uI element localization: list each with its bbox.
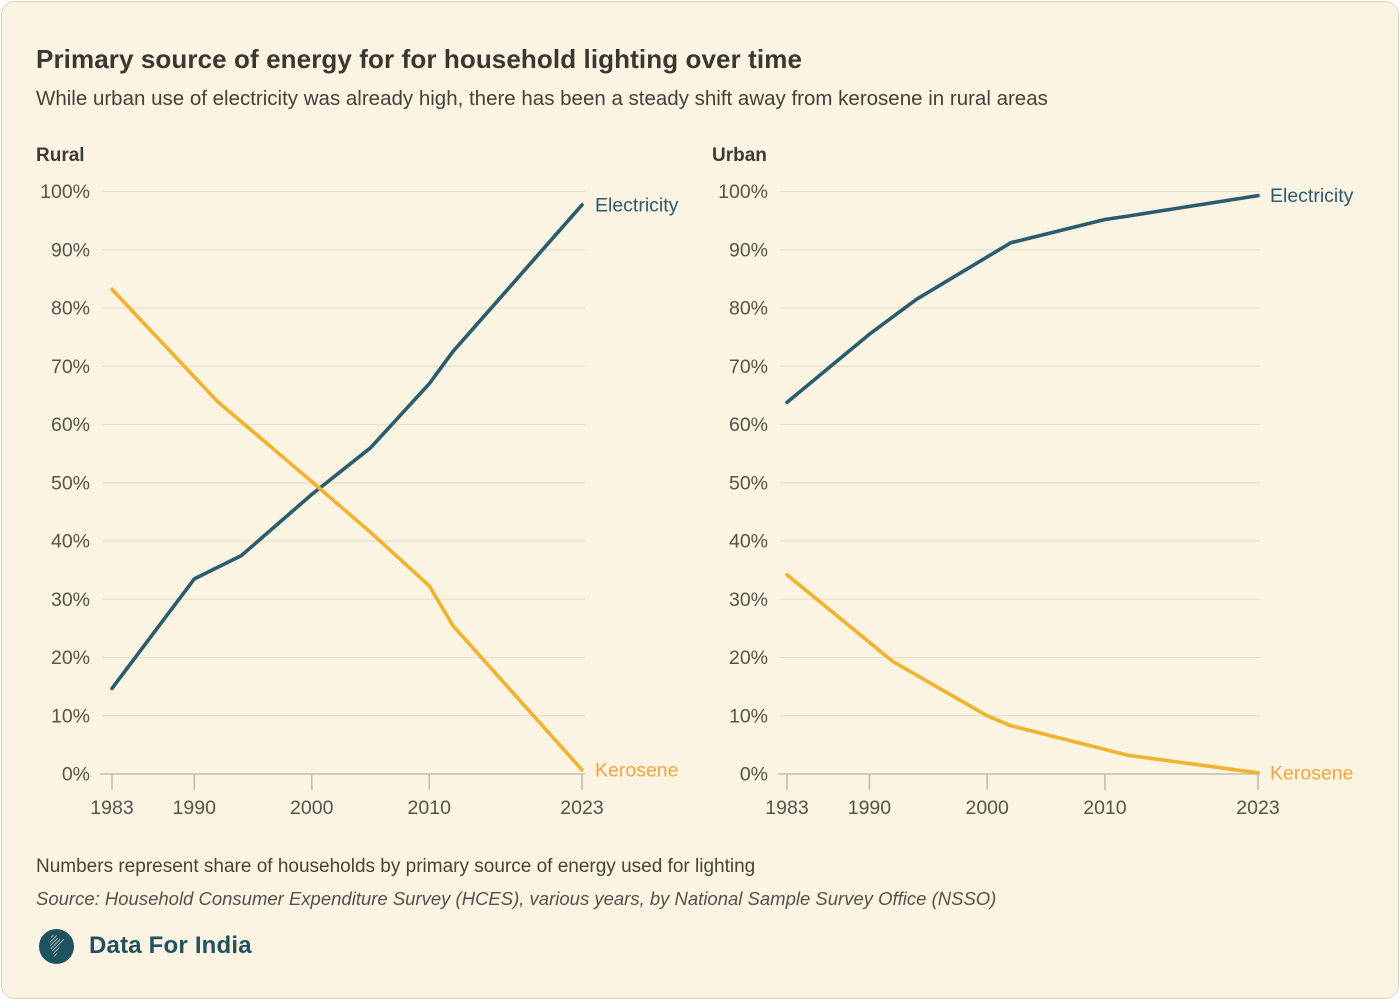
- y-tick-label: 20%: [729, 647, 768, 669]
- y-tick-label: 10%: [729, 705, 768, 727]
- y-tick-label: 100%: [718, 181, 768, 203]
- series-line-kerosene: [110, 287, 584, 772]
- series-label-electricity: Electricity: [595, 194, 679, 216]
- y-tick-label: 40%: [51, 531, 90, 553]
- y-tick-label: 0%: [62, 764, 90, 786]
- x-tick-label: 1990: [848, 797, 892, 819]
- page-subtitle: While urban use of electricity was alrea…: [36, 87, 1048, 110]
- y-tick-label: 70%: [729, 356, 768, 378]
- y-tick-label: 50%: [729, 472, 768, 494]
- y-tick-label: 30%: [51, 589, 90, 611]
- x-tick-label: 1983: [765, 797, 808, 819]
- chart-source: Source: Household Consumer Expenditure S…: [36, 888, 997, 909]
- india-map-glyph: [48, 934, 65, 957]
- y-tick-label: 0%: [740, 764, 768, 786]
- page-title: Primary source of energy for for househo…: [36, 44, 803, 74]
- data-for-india-logo-icon: [39, 928, 74, 964]
- series-line-electricity: [785, 193, 1260, 405]
- series-line-electricity: [110, 203, 584, 691]
- y-tick-label: 40%: [729, 531, 768, 553]
- y-tick-label: 60%: [51, 414, 90, 436]
- y-tick-label: 10%: [51, 705, 90, 727]
- chart-footnote: Numbers represent share of households by…: [36, 856, 756, 877]
- y-tick-label: 90%: [729, 239, 768, 261]
- y-tick-label: 80%: [51, 298, 90, 320]
- x-tick-label: 2010: [1083, 797, 1127, 819]
- series-label-kerosene: Kerosene: [1270, 762, 1353, 784]
- brand-row: Data For India: [38, 926, 252, 966]
- x-tick-label: 2000: [290, 797, 334, 819]
- rural-panel-title: Rural: [36, 145, 85, 166]
- x-tick-label: 2023: [1236, 797, 1279, 819]
- y-tick-label: 70%: [51, 356, 90, 378]
- y-tick-label: 80%: [729, 298, 768, 320]
- x-tick-label: 1983: [90, 797, 133, 819]
- y-tick-label: 20%: [51, 647, 90, 669]
- brand-wordmark: Data For India: [89, 932, 252, 959]
- y-tick-label: 60%: [729, 414, 768, 436]
- y-tick-label: 100%: [40, 181, 90, 203]
- series-label-kerosene: Kerosene: [595, 759, 678, 781]
- y-tick-label: 30%: [729, 589, 768, 611]
- x-tick-label: 2010: [408, 797, 452, 819]
- x-tick-label: 1990: [173, 797, 217, 819]
- x-tick-label: 2000: [965, 797, 1009, 819]
- series-line-kerosene: [785, 572, 1260, 775]
- y-tick-label: 90%: [51, 239, 90, 261]
- y-tick-label: 50%: [51, 472, 90, 494]
- series-label-electricity: Electricity: [1270, 185, 1354, 207]
- urban-panel-title: Urban: [712, 145, 767, 166]
- x-tick-label: 2023: [560, 797, 603, 819]
